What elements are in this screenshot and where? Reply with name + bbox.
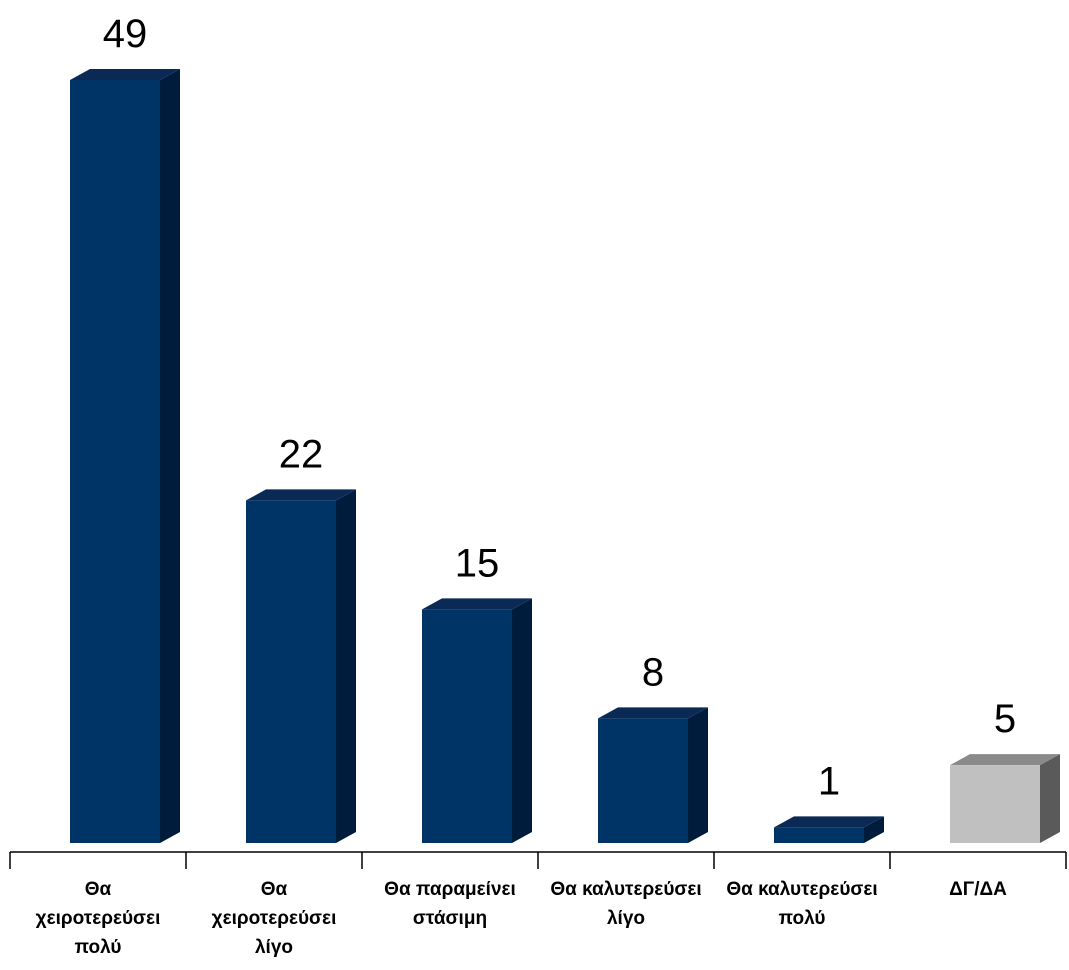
data-label: 22 xyxy=(279,432,324,476)
category-label: Θα χειροτερεύσει λίγο xyxy=(212,879,337,958)
bar-group: 15 xyxy=(422,541,532,843)
bar xyxy=(950,765,1040,843)
bar-side xyxy=(512,598,532,843)
bar xyxy=(246,500,336,843)
category-label: ΔΓ/ΔΑ xyxy=(949,879,1007,900)
bar-top xyxy=(246,489,356,501)
data-label: 49 xyxy=(103,12,148,56)
category-label-line: λίγο xyxy=(255,937,293,958)
bar-side xyxy=(688,707,708,843)
bar xyxy=(422,609,512,843)
bar-top xyxy=(950,754,1060,766)
category-label: Θα καλυτερεύσει λίγο xyxy=(550,879,701,929)
category-label-line: πολύ xyxy=(779,908,826,929)
bar-top xyxy=(70,69,180,80)
category-label: Θα παραμείνει στάσιμη xyxy=(384,879,516,929)
bar-group: 22 xyxy=(246,432,356,843)
bar-group: 49 xyxy=(70,12,180,843)
bar-side xyxy=(336,489,356,843)
category-label-line: στάσιμη xyxy=(413,908,487,929)
bar-side xyxy=(160,69,180,843)
data-label: 15 xyxy=(455,541,500,585)
category-label-line: ΔΓ/ΔΑ xyxy=(949,879,1007,900)
data-label: 8 xyxy=(642,650,664,694)
category-label-line: Θα καλυτερεύσει xyxy=(550,879,701,900)
category-label-line: λίγο xyxy=(607,908,645,929)
category-label-line: Θα xyxy=(85,879,112,900)
category-label: Θα χειροτερεύσει πολύ xyxy=(36,879,161,958)
bar-side xyxy=(864,816,884,843)
bar-group: 5 xyxy=(950,697,1060,843)
bar xyxy=(774,827,864,843)
bar-group: 8 xyxy=(598,650,708,843)
category-label-line: χειροτερεύσει xyxy=(36,908,161,929)
category-label-line: πολύ xyxy=(75,937,122,958)
data-label: 5 xyxy=(994,697,1016,741)
category-label-line: Θα xyxy=(261,879,288,900)
bar-group: 1 xyxy=(774,759,884,843)
category-label: Θα καλυτερεύσει πολύ xyxy=(726,879,877,929)
bar-top xyxy=(422,598,532,610)
bar xyxy=(598,718,688,843)
bar xyxy=(70,80,160,843)
bar-side xyxy=(1040,754,1060,843)
category-label-line: χειροτερεύσει xyxy=(212,908,337,929)
bar-top xyxy=(598,707,708,719)
category-label-line: Θα καλυτερεύσει xyxy=(726,879,877,900)
category-label-line: Θα παραμείνει xyxy=(384,879,516,900)
data-label: 1 xyxy=(818,759,840,803)
bar-top xyxy=(774,816,884,828)
